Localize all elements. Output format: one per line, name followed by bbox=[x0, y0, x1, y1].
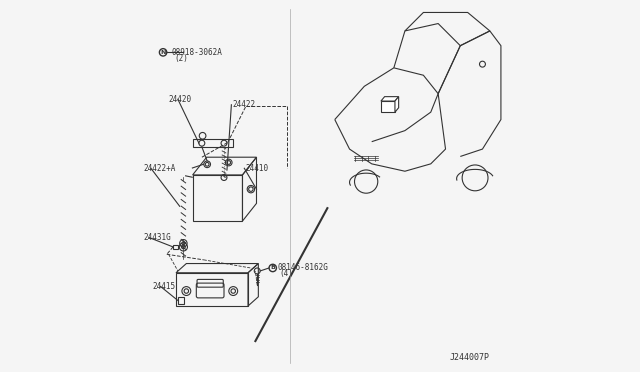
Polygon shape bbox=[381, 101, 395, 112]
Text: 24422+A: 24422+A bbox=[143, 164, 176, 173]
Text: N: N bbox=[161, 50, 166, 55]
Text: (4): (4) bbox=[280, 269, 293, 278]
Text: 24420: 24420 bbox=[168, 95, 192, 104]
Text: 08146-8162G: 08146-8162G bbox=[277, 263, 328, 272]
Text: J244007P: J244007P bbox=[449, 353, 489, 362]
Text: 08918-3062A: 08918-3062A bbox=[172, 48, 223, 57]
Text: B: B bbox=[270, 266, 275, 270]
Text: 24415: 24415 bbox=[152, 282, 175, 291]
Text: 24422: 24422 bbox=[232, 100, 255, 109]
Text: 24410: 24410 bbox=[245, 164, 269, 173]
Polygon shape bbox=[381, 97, 399, 101]
Polygon shape bbox=[395, 97, 399, 112]
Text: 24431G: 24431G bbox=[143, 233, 172, 242]
Text: (2): (2) bbox=[174, 54, 188, 63]
